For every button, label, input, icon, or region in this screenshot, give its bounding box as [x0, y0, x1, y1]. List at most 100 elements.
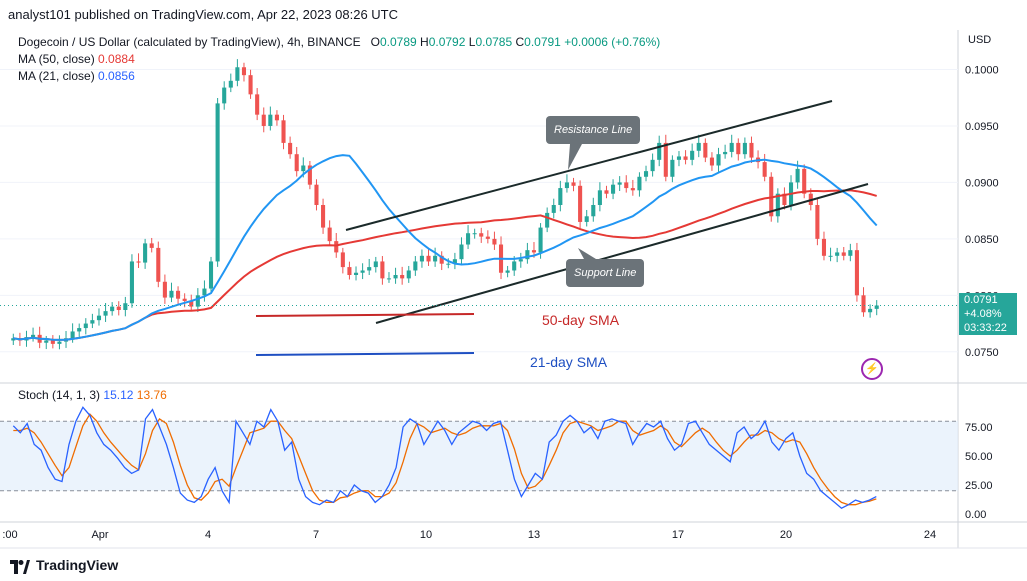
candle-body: [782, 193, 787, 205]
candle-body: [657, 142, 662, 160]
stoch-k-value: 15.12: [103, 388, 134, 402]
candle-body: [44, 340, 49, 343]
legend-ma21-value: 0.0856: [98, 69, 135, 83]
candle-body: [413, 261, 418, 271]
time-tick-label: :00: [2, 529, 17, 541]
support-line: [375, 183, 869, 324]
stoch-label: Stoch (14, 1, 3): [18, 388, 101, 402]
candle-body: [775, 193, 780, 217]
candle-body: [729, 142, 734, 152]
sma21-label: 21-day SMA: [530, 354, 608, 370]
candle-body: [202, 288, 207, 296]
ma50-line: [13, 189, 877, 341]
price-tick-label: 0.0750: [965, 347, 999, 359]
candle-body: [564, 182, 569, 189]
price-tick-label: 0.0900: [965, 177, 999, 189]
legend-high-label: H: [420, 35, 429, 49]
candle-body: [505, 270, 510, 273]
candle-body: [367, 267, 372, 271]
candle-body: [518, 259, 523, 262]
candle-body: [136, 261, 141, 263]
candle-body: [584, 216, 589, 222]
candle-body: [90, 320, 95, 324]
resistance-callout-pointer: [568, 144, 582, 170]
candle-body: [195, 295, 200, 307]
candle-body: [261, 114, 266, 126]
current-change: +4.08%: [964, 308, 1002, 320]
candle-body: [321, 205, 326, 228]
candle-body: [149, 243, 154, 248]
candle-body: [334, 241, 339, 253]
candle-body: [439, 255, 444, 264]
time-tick-label: Apr: [91, 529, 108, 541]
candle-body: [472, 233, 477, 235]
candle-body: [663, 142, 668, 177]
header-bar: analyst101 published on TradingView.com,…: [0, 0, 1027, 30]
candle-body: [723, 151, 728, 155]
time-tick-label: 4: [205, 529, 211, 541]
candle-body: [386, 278, 392, 280]
candle-body: [347, 267, 352, 275]
candle-body: [538, 227, 543, 253]
stoch-tick-label: 75.00: [965, 422, 993, 434]
time-tick-label: 17: [672, 529, 684, 541]
candle-body: [103, 311, 108, 316]
candle-body: [129, 261, 134, 304]
candle-body: [795, 168, 800, 183]
candle-body: [301, 165, 306, 172]
support-callout-pointer: [578, 248, 596, 259]
candle-body: [545, 212, 550, 228]
candle-body: [742, 142, 747, 155]
ma21-line: [13, 154, 878, 341]
candle-body: [57, 341, 62, 344]
candle-body: [248, 75, 253, 95]
candle-body: [624, 182, 629, 189]
candle-body: [578, 185, 583, 222]
lightning-icon[interactable]: ⚡: [861, 358, 883, 380]
candle-body: [558, 188, 563, 205]
current-price: 0.0791: [964, 294, 998, 306]
candle-body: [182, 298, 187, 301]
resistance-line: [345, 100, 833, 231]
legend-close: 0.0791: [524, 35, 561, 49]
candle-body: [591, 205, 596, 217]
candle-body: [241, 67, 247, 76]
time-tick-label: 20: [780, 529, 792, 541]
legend-low: 0.0785: [475, 35, 513, 49]
candle-body: [426, 255, 431, 262]
footer-bar: TradingView: [0, 553, 1027, 581]
candle-body: [123, 303, 128, 310]
candle-body: [683, 156, 688, 160]
candle-body: [96, 315, 102, 321]
candle-body: [373, 261, 378, 268]
candle-body: [637, 176, 642, 191]
candle-body: [162, 281, 167, 298]
time-tick-label: 24: [924, 529, 936, 541]
legend-ma50-row: MA (50, close) 0.0884: [18, 51, 660, 68]
candle-body: [11, 338, 16, 341]
candle-body: [288, 142, 293, 155]
candle-body: [294, 154, 299, 172]
candle-body: [314, 184, 319, 205]
candle-body: [512, 261, 517, 271]
candle-body: [749, 142, 754, 158]
candle-body: [802, 168, 807, 194]
current-price-tag: 0.0791 +4.08% 03:33:22: [959, 293, 1017, 335]
candle-body: [762, 162, 767, 177]
publisher-text: analyst101 published on TradingView.com,…: [8, 7, 399, 22]
chart-canvas[interactable]: 0.10000.09500.09000.08500.08000.075075.0…: [0, 0, 1027, 550]
legend-change: +0.0006 (+0.76%): [564, 35, 661, 49]
candle-body: [353, 272, 359, 275]
candle-body: [551, 205, 556, 213]
price-tick-label: 0.1000: [965, 65, 999, 77]
candle-body: [327, 227, 332, 242]
legend-open: 0.0789: [379, 35, 417, 49]
candle-body: [393, 275, 398, 279]
candle-body: [571, 182, 576, 186]
legend-ma50-label: MA (50, close): [18, 52, 95, 66]
footer-brand: TradingView: [36, 557, 119, 573]
candle-body: [531, 250, 537, 253]
candle-body: [116, 306, 121, 310]
candle-body: [222, 87, 227, 104]
candle-body: [630, 188, 635, 191]
